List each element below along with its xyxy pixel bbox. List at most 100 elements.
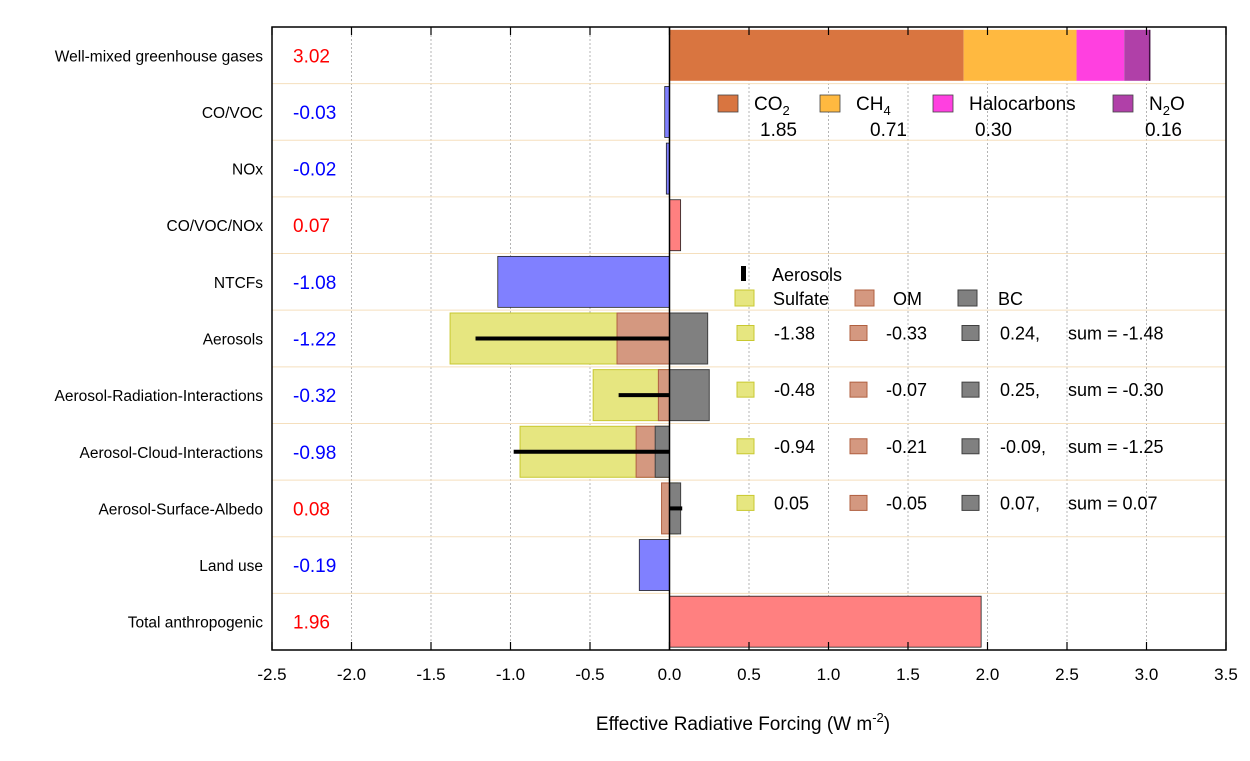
ghg-legend-value: 1.85 <box>760 120 797 141</box>
aerosol-legend-label: Sulfate <box>773 289 829 309</box>
category-label: Land use <box>199 558 263 575</box>
aerosol-row-value: -0.33 <box>886 324 927 344</box>
aerosol-row-swatch <box>736 381 755 398</box>
ghg-legend-value: 0.71 <box>870 120 907 141</box>
aerosol-row-value: -0.09, <box>1000 437 1046 457</box>
aerosol-legend: Aerosols Sulfate OM BC -1.38 -0.33 0.24, sum = … <box>734 265 1164 513</box>
bars <box>449 29 1151 648</box>
aerosol-row-swatch <box>736 494 755 511</box>
aerosol-row-swatch <box>961 438 980 455</box>
ghg-legend-swatch <box>1112 94 1134 113</box>
ghg-legend-label: N2O <box>1149 94 1185 118</box>
forcing-bar <box>669 199 682 252</box>
aerosol-row-value: -0.21 <box>886 437 927 457</box>
category-label: Well-mixed greenhouse gases <box>55 48 263 65</box>
total-value: 0.08 <box>293 499 330 520</box>
ghg-legend-swatch <box>717 94 739 113</box>
category-label: Total anthropogenic <box>128 615 264 632</box>
aerosol-row-swatch <box>849 438 868 455</box>
aerosol-row-swatch <box>849 381 868 398</box>
category-label: Aerosol-Radiation-Interactions <box>55 388 264 405</box>
aerosol-net-swatch <box>741 266 746 281</box>
aerosol-legend-swatch <box>957 289 978 307</box>
aerosol-row-swatch <box>736 325 755 341</box>
x-tick-label: 2.0 <box>976 665 1000 684</box>
x-tick-label: -2.0 <box>337 665 366 684</box>
aerosol-row-value: -0.48 <box>774 380 815 400</box>
ghg-legend-swatch <box>819 94 841 113</box>
aerosol-bc-bar <box>669 369 710 422</box>
x-tick-label: 3.0 <box>1135 665 1159 684</box>
aerosol-row-sum: sum = -0.30 <box>1068 380 1164 400</box>
x-tick-label: -0.5 <box>575 665 604 684</box>
aerosol-row-sum: sum = -1.25 <box>1068 437 1164 457</box>
aerosol-legend-label: OM <box>893 289 922 309</box>
x-tick-label: 1.5 <box>896 665 920 684</box>
ghg-legend-swatch <box>932 94 954 113</box>
category-label: Aerosols <box>203 332 264 349</box>
aerosol-row-value: 0.05 <box>774 493 809 513</box>
total-value: 1.96 <box>293 613 330 634</box>
total-value: -0.98 <box>293 443 336 464</box>
aerosol-legend-swatch <box>854 289 875 307</box>
x-tick-label: 0.5 <box>737 665 761 684</box>
aerosol-row-value: -0.94 <box>774 437 815 457</box>
ghg-bar-segment <box>1124 29 1150 81</box>
ghg-bar-segment <box>1076 29 1125 81</box>
x-tick-label: 1.0 <box>817 665 841 684</box>
aerosol-row-swatch <box>849 494 868 511</box>
aerosol-row-swatch <box>736 438 755 455</box>
forcing-bar <box>638 539 670 591</box>
aerosol-row-value: 0.07, <box>1000 493 1040 513</box>
total-value: -0.19 <box>293 556 336 577</box>
aerosol-net-label: Aerosols <box>772 265 842 285</box>
aerosol-row-swatch <box>849 325 868 341</box>
category-label: NTCFs <box>214 275 263 292</box>
ghg-bar-segment <box>963 29 1077 81</box>
aerosol-bc-bar <box>669 312 709 365</box>
aerosol-om-bar <box>661 482 670 535</box>
aerosol-row-sum: sum = 0.07 <box>1068 493 1158 513</box>
category-label: NOx <box>232 162 263 179</box>
aerosol-legend-swatch <box>734 289 755 307</box>
category-label: Aerosol-Cloud-Interactions <box>79 445 263 462</box>
aerosol-row-value: 0.24, <box>1000 324 1040 344</box>
total-value: 3.02 <box>293 46 330 67</box>
total-value: -1.08 <box>293 273 336 294</box>
ghg-legend-label: Halocarbons <box>969 94 1076 115</box>
aerosol-row-swatch <box>961 381 980 398</box>
category-label: CO/VOC/NOx <box>167 218 264 235</box>
ghg-bar-segment <box>669 29 964 81</box>
total-value: -0.02 <box>293 160 336 181</box>
aerosol-row-value: -0.05 <box>886 493 927 513</box>
row-separators <box>272 83 1226 594</box>
x-axis-ticks: -2.5 -2.0 -1.5 -1.0 -0.5 0.0 0.5 1.0 1.5 2.0 2.5 3.… <box>257 27 1238 684</box>
total-value: -0.32 <box>293 386 336 407</box>
x-axis-label: Effective Radiative Forcing (W m-2) <box>596 710 890 735</box>
x-tick-label: 2.5 <box>1055 665 1079 684</box>
category-label: Aerosol-Surface-Albedo <box>98 501 263 518</box>
x-tick-label: -1.0 <box>496 665 525 684</box>
total-value: -1.22 <box>293 330 336 351</box>
ghg-legend-label: CO2 <box>754 94 790 118</box>
aerosol-legend-label: BC <box>998 289 1023 309</box>
aerosol-row-value: -0.07 <box>886 380 927 400</box>
total-values: 3.02 -0.03 -0.02 0.07 -1.08 -1.22 -0.32 -0.98 0.… <box>293 46 336 633</box>
forcing-bar <box>669 595 982 648</box>
ghg-legend-value: 0.16 <box>1145 120 1182 141</box>
total-value: -0.03 <box>293 103 336 124</box>
aerosol-row-value: 0.25, <box>1000 380 1040 400</box>
ghg-legend-value: 0.30 <box>975 120 1012 141</box>
aerosol-row-swatch <box>961 494 980 511</box>
forcing-bar <box>497 255 670 308</box>
x-tick-label: -1.5 <box>416 665 445 684</box>
aerosol-row-value: -1.38 <box>774 324 815 344</box>
ghg-legend-label: CH4 <box>856 94 891 118</box>
aerosol-row-swatch <box>961 325 980 341</box>
aerosol-row-sum: sum = -1.48 <box>1068 324 1164 344</box>
x-tick-label: 3.5 <box>1214 665 1238 684</box>
category-label: CO/VOC <box>202 105 263 122</box>
category-labels: Well-mixed greenhouse gases CO/VOC NOx CO/V… <box>55 48 264 631</box>
